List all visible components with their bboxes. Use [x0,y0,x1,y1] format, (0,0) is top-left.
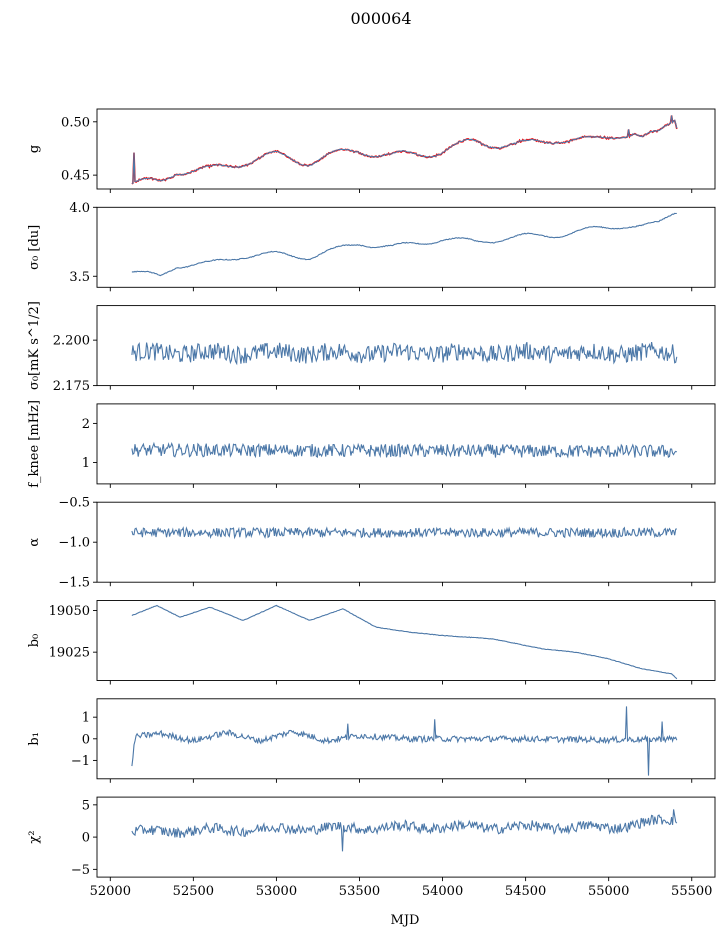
figure-title: 000064 [350,9,411,28]
y-tick-label: 2.175 [53,379,90,394]
series-line [131,526,677,540]
y-tick-label: 3.5 [69,270,90,285]
y-axis-label: σ₀ [du] [27,225,42,270]
y-axis-label: b₁ [27,732,42,746]
series-line [131,341,678,366]
y-tick-label: 4.0 [69,201,90,216]
panel-b0: 19025 19050 b₀ [27,600,716,685]
panel-sigma0: 3.5 4.0 σ₀ [du] [27,201,716,292]
y-tick-label: 5 [82,798,90,813]
x-tick-label: 53000 [256,884,297,899]
y-axis-label: σ₀[mK s^1/2] [27,301,42,390]
axes-frame [96,305,716,387]
y-tick-label: 19025 [49,646,90,661]
axes-frame [96,600,716,681]
x-tick-label: 52500 [173,884,214,899]
panels: 0.45 0.50 g 3.5 4.0 σ₀ [du] 2.175 2.200 σ₀[mK s^… [27,108,716,899]
y-tick-label: 0 [82,732,90,747]
x-tick-label: 55000 [588,884,629,899]
y-axis-label: g [27,145,42,153]
y-tick-label: −5 [71,863,90,878]
y-axis-label: α [27,538,42,547]
axes-frame [96,501,716,583]
axes-frame [96,403,716,485]
axes-frame [96,108,716,190]
y-axis-label: f_knee [mHz] [27,400,42,488]
y-tick-label: −0.5 [58,496,90,511]
y-axis-label: b₀ [27,634,42,648]
series-line [131,706,678,776]
panel-fknee: 1 2 f_knee [mHz] [27,400,716,488]
y-tick-label: 0.50 [61,115,90,130]
y-tick-label: 1 [82,456,90,471]
series-line [131,809,678,852]
y-tick-label: 1 [82,711,90,726]
axes-frame [96,796,716,878]
y-axis-label: χ² [27,831,42,844]
y-tick-label: 19050 [49,604,90,619]
x-tick-label: 52000 [90,884,131,899]
panel-chi2: −5 0 5 52000 52500 53000 53500 54000 54500 55000 5… [27,796,716,899]
panel-sigma0_flux: 2.175 2.200 σ₀[mK s^1/2] [27,301,716,394]
axes-frame [96,206,716,288]
y-tick-label: 0 [82,831,90,846]
y-tick-label: 2.200 [53,334,90,349]
panel-g: 0.45 0.50 g [27,108,716,193]
x-axis-label: MJD [391,913,420,928]
series-line [131,212,677,277]
series-line [131,604,678,680]
x-tick-label: 53500 [339,884,380,899]
y-tick-label: 0.45 [61,169,90,184]
x-tick-label: 55500 [671,884,712,899]
panel-alpha: −1.5 −1.0 −0.5 α [27,496,716,591]
series-line [131,115,678,185]
y-tick-label: −1 [71,754,90,769]
series-observed-line [131,115,678,185]
y-tick-label: −1.0 [58,536,90,551]
y-tick-label: 2 [82,417,90,432]
series-line [131,441,678,459]
x-tick-label: 54000 [422,884,463,899]
panel-b1: −1 0 1 b₁ [27,698,716,783]
y-tick-label: −1.5 [58,576,90,591]
x-tick-label: 54500 [505,884,546,899]
